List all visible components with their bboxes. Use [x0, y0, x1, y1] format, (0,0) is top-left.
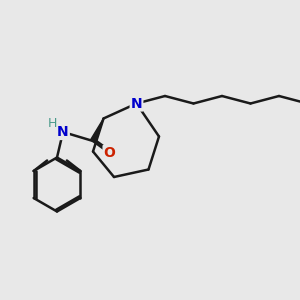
Text: H: H	[48, 116, 57, 130]
Text: N: N	[57, 125, 69, 139]
Polygon shape	[91, 118, 103, 142]
Text: N: N	[131, 97, 142, 110]
Text: O: O	[103, 146, 116, 160]
